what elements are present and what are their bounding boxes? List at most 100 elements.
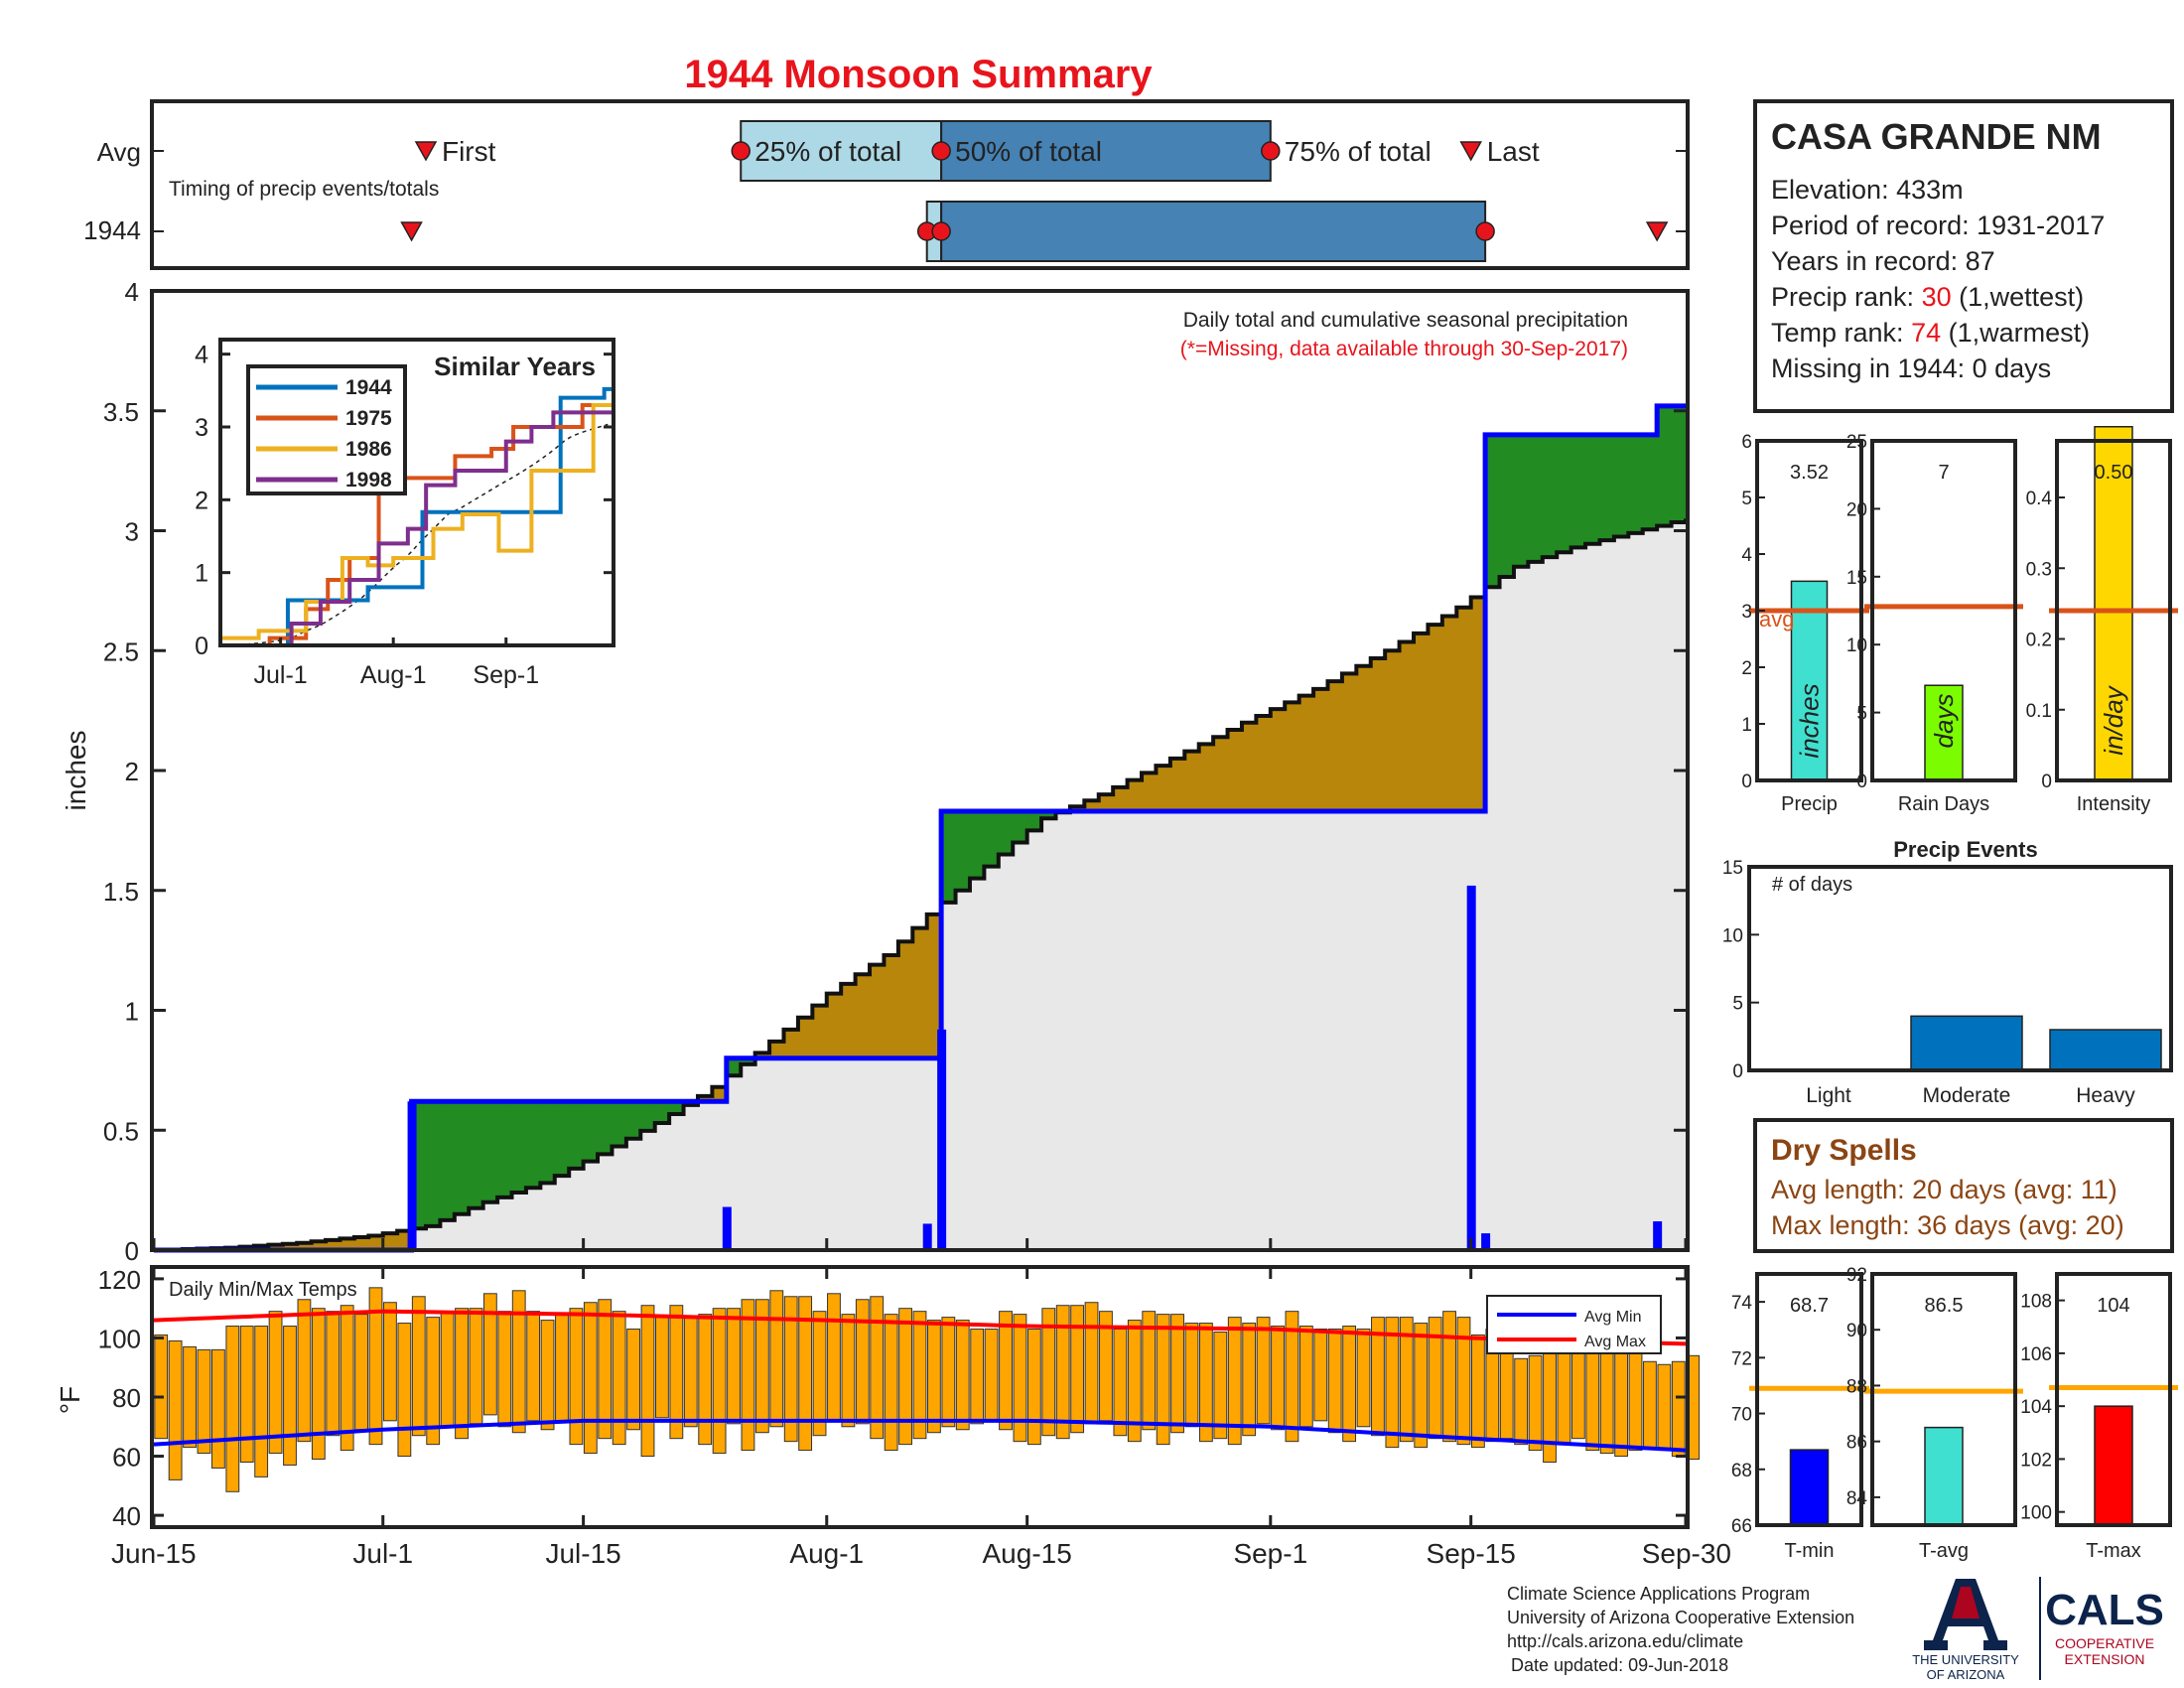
daily-temp-range-bar	[1184, 1323, 1199, 1428]
below-average-fill	[1441, 616, 1457, 812]
daily-temp-range-bar	[383, 1302, 397, 1422]
below-average-fill	[884, 954, 899, 1058]
daily-temp-range-bar	[1298, 1326, 1313, 1428]
daily-temp-range-bar	[210, 1348, 225, 1469]
above-average-fill	[1557, 434, 1572, 553]
daily-temp-range-bar	[841, 1314, 856, 1428]
year-first-marker	[400, 221, 423, 242]
daily-temp-range-bar	[1543, 1351, 1557, 1464]
above-average-fill	[941, 811, 957, 903]
cals-sub2: EXTENSION	[2065, 1651, 2145, 1667]
station-elevation: Elevation: 433m	[1771, 175, 1964, 205]
station-precip-rank: Precip rank: 30 (1,wettest)	[1771, 282, 2084, 312]
tmin-panel-ytick-label: 74	[1731, 1293, 1753, 1314]
precip-total-panel-ytick-label: 3	[1741, 602, 1752, 623]
below-average-fill	[326, 1239, 341, 1250]
year-p50-marker	[931, 221, 951, 241]
intensity-panel-ytick-label: 0.2	[2026, 631, 2052, 651]
date-xtick-label: Jul-1	[352, 1538, 413, 1569]
daily-temp-range-bar	[1671, 1360, 1686, 1458]
inset-legend-label-1975: 1975	[345, 407, 392, 430]
events-title: Precip Events	[1893, 837, 2038, 862]
precip-ytick-label: 1.5	[103, 877, 139, 907]
inset-xtick-label: Jul-1	[254, 661, 308, 689]
tmax-panel-ytick-label: 102	[2020, 1450, 2052, 1471]
daily-temp-range-bar	[1242, 1323, 1257, 1437]
avg-last-marker	[1459, 141, 1482, 162]
tmin-panel-ytick-label: 70	[1731, 1405, 1752, 1426]
daily-precip-bar	[937, 1029, 947, 1250]
temps-legend-box	[1486, 1295, 1662, 1354]
year-cumulative-line	[154, 403, 1686, 1253]
below-average-fill	[282, 1243, 298, 1250]
intensity-panel-unit: in/day	[2099, 684, 2128, 755]
precip-total-panel-ytick-label: 2	[1741, 658, 1752, 679]
station-name: CASA GRANDE NM	[1771, 116, 2102, 157]
events-xlabel-light: Light	[1806, 1084, 1851, 1107]
station-missing: Missing in 1944: 0 days	[1771, 353, 2051, 383]
tmin-panel-bar	[1789, 1449, 1830, 1526]
above-average-fill	[525, 1101, 541, 1189]
below-average-fill	[1270, 709, 1286, 812]
above-average-fill	[469, 1101, 484, 1208]
above-average-fill	[511, 1101, 527, 1194]
precip-total-panel-ytick-label: 4	[1741, 545, 1752, 566]
daily-temp-range-bar	[1170, 1314, 1184, 1434]
daily-temp-range-bar	[999, 1311, 1013, 1431]
daily-temp-range-bar	[440, 1311, 455, 1428]
precip-main-missing-note: (*=Missing, data available through 30-Se…	[1180, 338, 1628, 360]
below-average-fill	[1356, 665, 1372, 812]
daily-temp-range-bar	[455, 1308, 469, 1440]
tmax-panel: 100 102 104 106 108 104 T-max	[2020, 1272, 2178, 1562]
tmax-panel-value: 104	[2097, 1295, 2129, 1317]
inset-legend-label-1944: 1944	[345, 376, 392, 399]
tavg-panel-ytick-label: 92	[1846, 1265, 1867, 1286]
ua-a-inner	[1952, 1587, 1979, 1618]
below-average-fill	[1127, 779, 1143, 812]
daily-temp-range-bar	[354, 1314, 369, 1431]
temp-ytick-label: 80	[112, 1383, 141, 1413]
intensity-panel-frame	[2055, 439, 2172, 782]
temps-chart: Daily Min/Max Temps °F 40 60 80 100 120 Jun-…	[55, 1238, 1731, 1569]
avg-p50-marker	[931, 141, 951, 161]
daily-temp-range-bar	[1371, 1317, 1385, 1437]
daily-temp-range-bar	[1041, 1308, 1056, 1437]
above-average-fill	[955, 811, 971, 891]
precip-main-yaxis: 0 0.5 1 1.5 2 2.5 3 3.5 4	[103, 277, 1688, 1266]
tmax-panel-label: T-max	[2086, 1540, 2141, 1562]
station-info-frame	[1753, 99, 2174, 413]
daily-precip-bar	[722, 1206, 732, 1250]
below-average-fill	[1098, 794, 1114, 812]
intensity-panel-label: Intensity	[2077, 793, 2150, 815]
above-average-fill	[1657, 405, 1673, 526]
daily-temp-range-bar	[1643, 1360, 1657, 1449]
timing-avg-label: Avg	[97, 137, 141, 167]
daily-precip-bar	[922, 1223, 932, 1250]
precip-total-panel-ytick-label: 0	[1741, 772, 1752, 792]
temp-ytick-label: 100	[98, 1324, 141, 1353]
inset-title: Similar Years	[434, 352, 596, 381]
below-average-fill	[1227, 729, 1243, 812]
above-average-fill	[583, 1101, 599, 1162]
tmin-panel-ytick-label: 72	[1731, 1348, 1752, 1369]
below-average-fill	[1456, 607, 1472, 812]
above-average-fill	[669, 1101, 685, 1114]
daily-temp-range-bar	[1327, 1329, 1342, 1434]
daily-temp-range-bar	[626, 1329, 640, 1431]
precip-total-panel-ytick-label: 1	[1741, 715, 1752, 736]
daily-temp-range-bar	[1013, 1314, 1027, 1443]
daily-temp-range-bar	[1070, 1305, 1085, 1434]
above-average-fill	[569, 1101, 585, 1169]
tavg-panel-label: T-avg	[1919, 1540, 1969, 1562]
daily-temp-range-bar	[254, 1326, 269, 1477]
timing-panel: Avg 1944 Timing of precip events/totals …	[83, 99, 1690, 270]
above-average-fill	[1542, 434, 1558, 558]
above-average-fill	[1026, 811, 1042, 831]
below-average-fill	[1156, 766, 1171, 812]
above-average-fill	[454, 1101, 470, 1214]
daily-temp-range-bar	[569, 1308, 584, 1446]
events-ytick-label: 15	[1722, 858, 1743, 879]
precip-ytick-label: 0	[125, 1236, 139, 1266]
precip-main-plot	[154, 403, 1688, 1253]
ua-line1: THE UNIVERSITY	[1912, 1652, 2019, 1667]
